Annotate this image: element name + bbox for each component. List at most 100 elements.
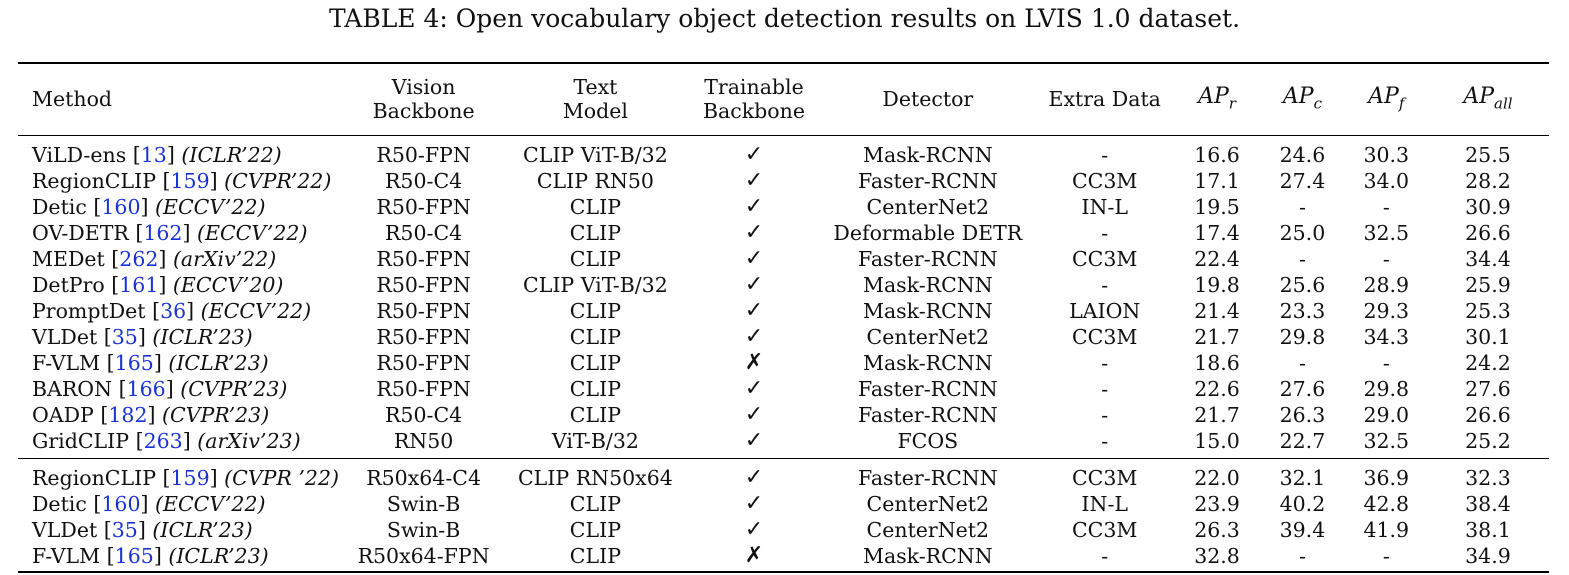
cell-ap-r: 15.0 xyxy=(1194,428,1240,453)
citation-link[interactable]: 35 xyxy=(111,324,138,349)
cell-text-model: CLIP xyxy=(569,220,621,245)
cell-ap-all: 25.2 xyxy=(1465,428,1511,453)
cell-method: GridCLIP [263] (arXiv’23) xyxy=(32,428,301,453)
cell-trainable-backbone: ✗ xyxy=(744,349,764,375)
cell-text-model: CLIP xyxy=(569,517,621,542)
cell-ap-f: - xyxy=(1382,543,1390,568)
cell-ap-f: - xyxy=(1382,194,1390,219)
citation-link[interactable]: 182 xyxy=(108,402,148,427)
table-row: BARON [166] (CVPR’23) R50-FPN CLIP ✓ Faster-… xyxy=(18,376,1549,402)
cell-ap-r: 26.3 xyxy=(1194,517,1240,542)
citation-link[interactable]: 263 xyxy=(143,428,183,453)
table-row: RegionCLIP [159] (CVPR’22) R50-C4 CLIP RN5… xyxy=(18,168,1549,194)
header-row: Method Vision Backbone Text Model Trainabl… xyxy=(18,63,1549,135)
table-row: OV-DETR [162] (ECCV’22) R50-C4 CLIP ✓ Deform… xyxy=(18,220,1549,246)
cell-detector: Mask-RCNN xyxy=(862,298,993,323)
cell-ap-all: 34.9 xyxy=(1465,543,1511,568)
method-name: VLDet xyxy=(32,324,98,349)
cell-ap-f: 42.8 xyxy=(1363,491,1410,516)
table-row: MEDet [262] (arXiv’22) R50-FPN CLIP ✓ Faster… xyxy=(18,246,1549,272)
cell-trainable-backbone: ✓ xyxy=(744,427,764,453)
citation-link[interactable]: 159 xyxy=(170,465,210,490)
header-ap-c-base: AP xyxy=(1282,83,1314,109)
cell-detector: Faster-RCNN xyxy=(857,168,998,193)
cell-text-model: CLIP RN50x64 xyxy=(517,465,673,490)
cell-vision-backbone: RN50 xyxy=(393,428,454,453)
cell-trainable-backbone: ✓ xyxy=(744,271,764,297)
cell-ap-r: 21.4 xyxy=(1194,298,1240,323)
citation-link[interactable]: 160 xyxy=(101,194,141,219)
cell-detector: Mask-RCNN xyxy=(862,350,993,375)
method-venue: (ECCV’20) xyxy=(172,272,284,297)
header-vision-line1: Vision xyxy=(391,75,456,100)
cell-detector: Deformable DETR xyxy=(833,220,1023,245)
citation-link[interactable]: 35 xyxy=(111,517,138,542)
cell-ap-c: 40.2 xyxy=(1279,491,1326,516)
cell-trainable-backbone: ✓ xyxy=(744,375,764,401)
cell-text-model: CLIP xyxy=(569,298,621,323)
table-row: DetPro [161] (ECCV’20) R50-FPN CLIP ViT-B/… xyxy=(18,272,1549,298)
cell-ap-f: 41.9 xyxy=(1363,517,1410,542)
cell-method: OV-DETR [162] (ECCV’22) xyxy=(32,220,308,245)
cell-method: MEDet [262] (arXiv’22) xyxy=(32,246,277,271)
cell-ap-c: 23.3 xyxy=(1279,298,1326,323)
cell-trainable-backbone: ✓ xyxy=(744,490,764,516)
cell-method: F-VLM [165] (ICLR’23) xyxy=(32,543,269,568)
table-row: PromptDet [36] (ECCV’22) R50-FPN CLIP ✓ Mask… xyxy=(18,298,1549,324)
cell-extra-data: IN-L xyxy=(1081,491,1128,516)
cell-trainable-backbone: ✓ xyxy=(744,219,764,245)
cell-extra-data: - xyxy=(1101,220,1109,245)
cell-text-model: CLIP xyxy=(569,402,621,427)
table-row: F-VLM [165] (ICLR’23) R50x64-FPN CLIP ✗ Mask… xyxy=(18,543,1549,572)
cell-text-model: CLIP xyxy=(569,350,621,375)
citation-link[interactable]: 165 xyxy=(114,350,154,375)
citation-link[interactable]: 161 xyxy=(119,272,159,297)
method-name: MEDet xyxy=(32,246,105,271)
header-trainable-line2: Backbone xyxy=(702,99,805,124)
header-ap-r-base: AP xyxy=(1198,83,1229,109)
cell-ap-all: 32.3 xyxy=(1465,465,1511,490)
method-name: ViLD-ens xyxy=(32,142,127,167)
table-group-1: ViLD-ens [13] (ICLR’22) R50-FPN CLIP ViT-B… xyxy=(18,135,1549,458)
method-venue: (ICLR’22) xyxy=(181,142,282,167)
cell-ap-c: 24.6 xyxy=(1279,142,1326,167)
cell-ap-r: 19.8 xyxy=(1194,272,1240,297)
table-caption: TABLE 4: Open vocabulary object detectio… xyxy=(328,4,1241,33)
cell-trainable-backbone: ✗ xyxy=(744,542,764,568)
cell-text-model: CLIP ViT-B/32 xyxy=(523,272,668,297)
cell-ap-c: - xyxy=(1298,194,1306,219)
cell-vision-backbone: R50-FPN xyxy=(376,350,471,375)
cell-vision-backbone: R50x64-C4 xyxy=(366,465,482,490)
citation-link[interactable]: 13 xyxy=(140,142,167,167)
cell-text-model: CLIP xyxy=(569,491,621,516)
header-ap-all: APall xyxy=(1427,63,1549,135)
header-trainable-line1: Trainable xyxy=(704,75,804,100)
cell-ap-all: 38.4 xyxy=(1465,491,1511,516)
cell-trainable-backbone: ✓ xyxy=(744,167,764,193)
cell-ap-f: 34.0 xyxy=(1363,168,1410,193)
citation-link[interactable]: 162 xyxy=(143,220,183,245)
table-group-2: RegionCLIP [159] (CVPR ’22) R50x64-C4 CLIP… xyxy=(18,458,1549,572)
cell-ap-c: - xyxy=(1298,246,1306,271)
method-name: GridCLIP xyxy=(32,428,130,453)
cell-text-model: CLIP xyxy=(569,194,621,219)
cell-vision-backbone: Swin-B xyxy=(386,491,461,516)
method-name: F-VLM xyxy=(32,543,101,568)
cell-method: BARON [166] (CVPR’23) xyxy=(32,376,288,401)
citation-link[interactable]: 165 xyxy=(114,543,154,568)
citation-link[interactable]: 159 xyxy=(170,168,210,193)
citation-link[interactable]: 166 xyxy=(126,376,166,401)
cell-ap-f: 34.3 xyxy=(1363,324,1410,349)
cell-trainable-backbone: ✓ xyxy=(744,297,764,323)
cell-ap-c: 26.3 xyxy=(1279,402,1326,427)
citation-link[interactable]: 36 xyxy=(160,298,187,323)
cell-ap-c: 39.4 xyxy=(1279,517,1326,542)
table-row: OADP [182] (CVPR’23) R50-C4 CLIP ✓ Faster-RC… xyxy=(18,402,1549,428)
cell-extra-data: LAION xyxy=(1069,298,1141,323)
cell-vision-backbone: R50-FPN xyxy=(376,376,471,401)
cell-extra-data: - xyxy=(1101,272,1109,297)
citation-link[interactable]: 262 xyxy=(119,246,159,271)
cell-detector: Mask-RCNN xyxy=(862,543,993,568)
citation-link[interactable]: 160 xyxy=(101,491,141,516)
cell-ap-all: 28.2 xyxy=(1465,168,1511,193)
